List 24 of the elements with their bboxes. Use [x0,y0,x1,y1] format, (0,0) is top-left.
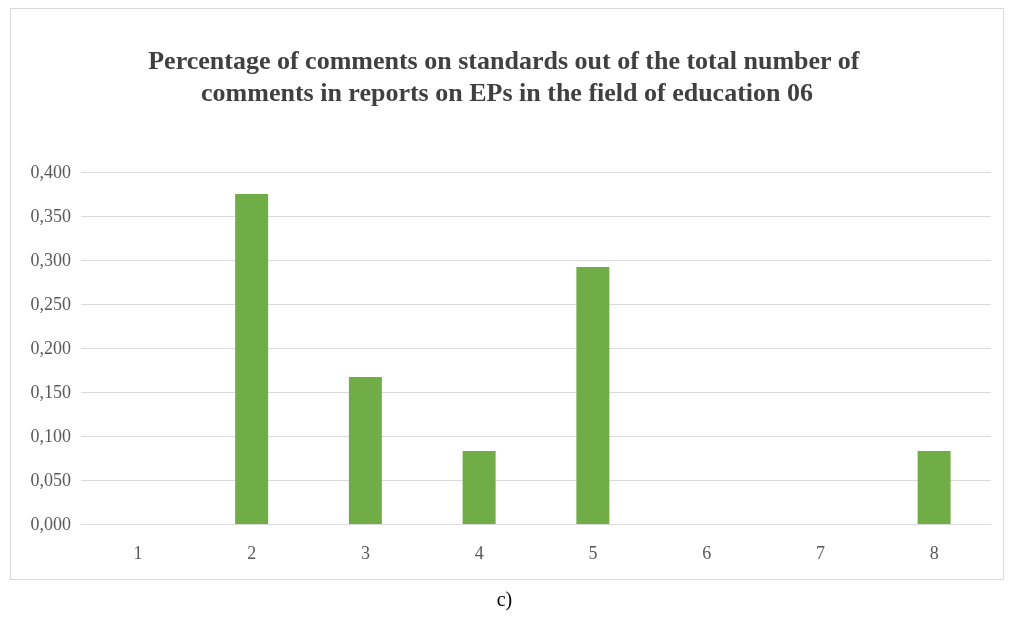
chart-title: Percentage of comments on standards out of the total number of comments in reports on EPs in the field of education 06 [148,45,866,107]
x-tick-label: 8 [929,543,939,563]
bar [235,194,269,524]
x-tick-label: 2 [247,543,257,563]
x-tick-label: 1 [133,543,143,563]
y-tick-label: 0,000 [30,514,71,534]
y-tick-label: 0,050 [30,470,71,490]
y-tick-label: 0,100 [30,426,71,446]
y-tick-label: 0,150 [30,382,71,402]
x-tick-label: 5 [588,543,598,563]
bar [576,267,610,524]
x-tick-label: 7 [815,543,825,563]
y-tick-label: 0,400 [30,162,71,182]
bar [348,377,382,524]
y-tick-label: 0,300 [30,250,71,270]
x-tick-label: 6 [702,543,712,563]
y-tick-label: 0,250 [30,294,71,314]
y-tick-label: 0,350 [30,206,71,226]
x-tick-label: 3 [360,543,370,563]
x-tick-label: 4 [474,543,484,563]
bar [917,450,951,524]
bar [462,450,496,524]
y-tick-label: 0,200 [30,338,71,358]
text: c) [495,588,514,611]
